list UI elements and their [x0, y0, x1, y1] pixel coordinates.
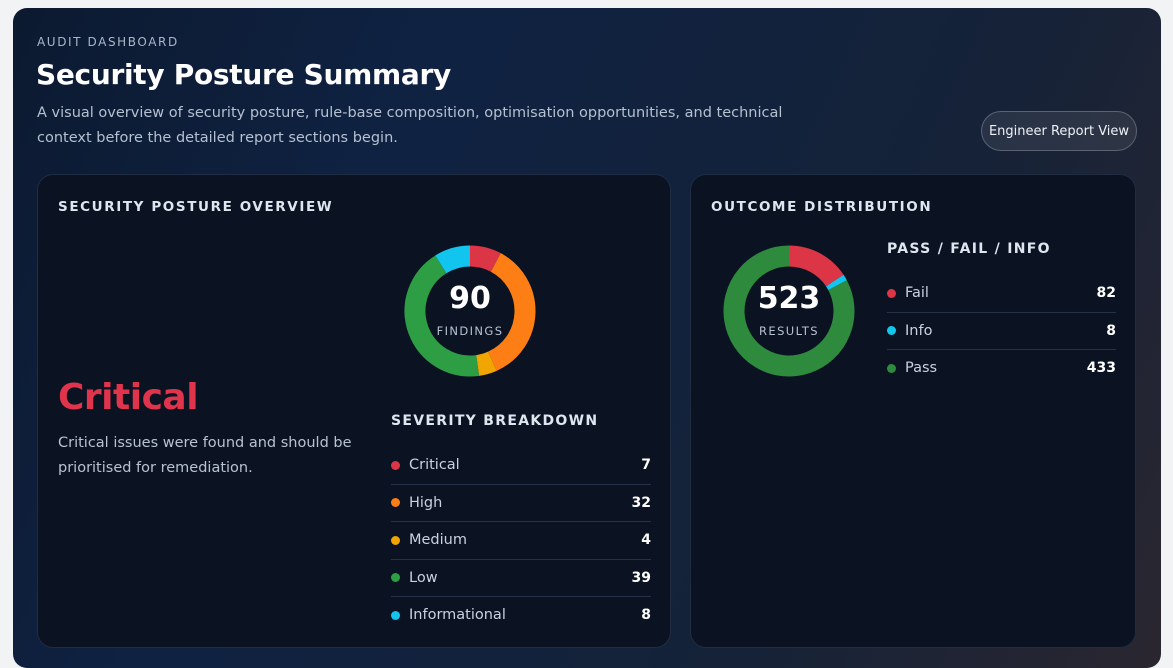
findings-donut-high-segment	[487, 253, 536, 371]
outcome-distribution-card: OUTCOME DISTRIBUTION 523 RESULTS PASS / …	[690, 174, 1136, 648]
findings-donut-critical-segment	[469, 245, 501, 272]
results-donut-info-segment	[826, 274, 847, 291]
findings-total: 90	[449, 281, 491, 316]
severity-row-medium: Medium 4	[391, 522, 651, 560]
outcome-list: Fail 82 Info 8 Pass 433	[887, 275, 1116, 387]
outcome-card-title: OUTCOME DISTRIBUTION	[711, 199, 933, 215]
security-posture-card: SECURITY POSTURE OVERVIEW 90 FINDINGS Cr…	[37, 174, 671, 648]
severity-label: Low	[409, 569, 438, 586]
severity-row-high: High 32	[391, 485, 651, 522]
high-dot-icon	[391, 498, 400, 508]
informational-dot-icon	[391, 610, 400, 620]
severity-list: Critical 7 High 32 Medium 4 Low 39 Infor…	[391, 447, 651, 634]
severity-label: High	[409, 494, 443, 511]
severity-count: 39	[631, 569, 651, 586]
engineer-report-view-button[interactable]: Engineer Report View	[981, 111, 1137, 151]
dashboard-panel: AUDIT DASHBOARD Security Posture Summary…	[13, 8, 1161, 668]
severity-count: 7	[641, 457, 651, 474]
severity-breakdown-heading: SEVERITY BREAKDOWN	[391, 413, 599, 429]
posture-card-title: SECURITY POSTURE OVERVIEW	[58, 199, 334, 215]
outcome-count: 8	[1106, 322, 1116, 339]
fail-dot-icon	[887, 288, 896, 298]
medium-dot-icon	[391, 535, 400, 545]
page-subtitle: A visual overview of security posture, r…	[37, 105, 783, 146]
outcome-label: Pass	[905, 360, 938, 377]
severity-row-critical: Critical 7	[391, 447, 651, 485]
findings-donut-medium-segment	[475, 351, 497, 376]
outcome-row-fail: Fail 82	[887, 275, 1116, 313]
outcome-breakdown-heading: PASS / FAIL / INFO	[887, 241, 1051, 257]
page-title: Security Posture Summary	[36, 58, 451, 91]
outcome-label: Fail	[905, 285, 929, 302]
severity-count: 4	[641, 532, 651, 549]
severity-count: 8	[641, 607, 651, 624]
outcome-row-pass: Pass 433	[887, 350, 1116, 387]
pass-dot-icon	[887, 363, 896, 373]
findings-donut-chart	[404, 245, 536, 377]
severity-label: Medium	[409, 532, 467, 549]
low-dot-icon	[391, 573, 400, 583]
outcome-count: 433	[1086, 360, 1116, 377]
results-donut-fail-segment	[788, 245, 844, 287]
critical-dot-icon	[391, 460, 400, 470]
severity-row-low: Low 39	[391, 560, 651, 597]
findings-donut-low-segment	[404, 255, 480, 377]
severity-label: Critical	[409, 457, 460, 474]
severity-row-informational: Informational 8	[391, 597, 651, 634]
findings-donut-informational-segment	[435, 245, 471, 274]
results-total: 523	[757, 281, 821, 316]
results-donut-chart	[723, 245, 855, 377]
posture-level-description: Critical issues were found and should be…	[58, 435, 352, 476]
results-total-label: RESULTS	[759, 324, 819, 338]
findings-total-label: FINDINGS	[436, 324, 504, 338]
outcome-label: Info	[905, 322, 933, 339]
results-donut-pass-segment	[723, 245, 855, 377]
severity-count: 32	[631, 494, 651, 511]
outcome-count: 82	[1096, 285, 1116, 302]
outcome-row-info: Info 8	[887, 313, 1116, 350]
findings-donut: 90 FINDINGS	[404, 245, 536, 377]
severity-label: Informational	[409, 607, 506, 624]
eyebrow-label: AUDIT DASHBOARD	[37, 35, 179, 49]
info-dot-icon	[887, 326, 896, 336]
results-donut: 523 RESULTS	[723, 245, 855, 377]
posture-level: Critical	[58, 377, 199, 418]
